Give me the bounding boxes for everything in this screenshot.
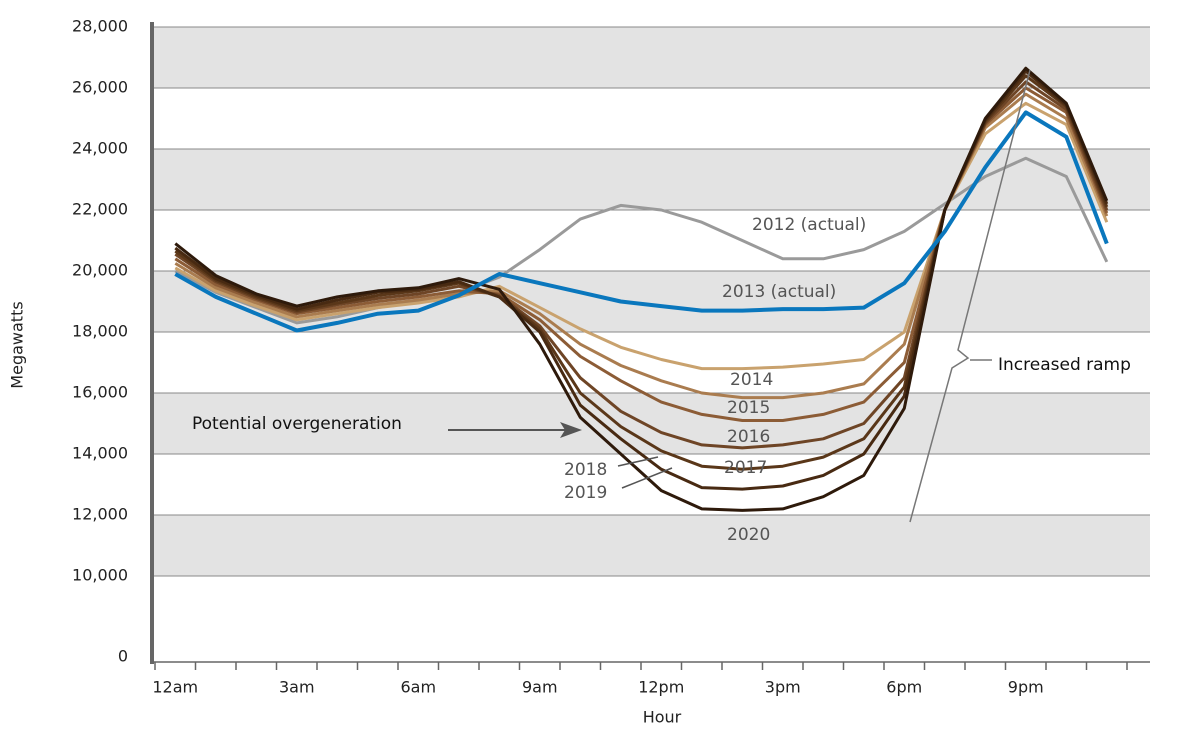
band <box>152 149 1150 210</box>
series-line <box>174 110 1109 333</box>
y-tick-label: 18,000 <box>72 322 128 341</box>
series-label: 2019 <box>564 483 607 503</box>
ramp-bracket <box>909 69 1031 523</box>
band <box>152 27 1150 88</box>
arrow-head <box>560 422 582 438</box>
x-tick-label: 3pm <box>765 678 801 697</box>
x-tick-label: 12am <box>152 678 198 697</box>
y-tick-label: 20,000 <box>72 261 128 280</box>
y-tick-label: 10,000 <box>72 566 128 585</box>
series-label: 2020 <box>727 525 770 545</box>
series-label: 2018 <box>564 460 607 480</box>
y-tick-label: 12,000 <box>72 505 128 524</box>
x-tick-label: 12pm <box>638 678 684 697</box>
series-label: 2014 <box>730 370 773 390</box>
y-tick-label: 0 <box>118 647 128 666</box>
series-label: 2012 (actual) <box>752 215 866 235</box>
series-label: 2017 <box>724 458 767 478</box>
x-tick-label: 6pm <box>886 678 922 697</box>
x-axis-title: Hour <box>643 708 682 727</box>
y-tick-label: 16,000 <box>72 383 128 402</box>
y-tick-label: 14,000 <box>72 444 128 463</box>
y-axis-title: Megawatts <box>8 301 27 388</box>
x-tick-label: 9pm <box>1008 678 1044 697</box>
x-tick-label: 6am <box>400 678 436 697</box>
band <box>152 515 1150 576</box>
y-tick-label: 22,000 <box>72 200 128 219</box>
series-label: 2015 <box>727 398 770 418</box>
x-tick-label: 3am <box>279 678 315 697</box>
annotation: Potential overgeneration <box>192 414 402 434</box>
annotation: Increased ramp <box>998 355 1131 375</box>
series-label: 2013 (actual) <box>722 282 836 302</box>
y-tick-label: 24,000 <box>72 139 128 158</box>
y-tick-label: 26,000 <box>72 78 128 97</box>
series-line <box>174 66 1109 512</box>
x-tick-label: 9am <box>522 678 558 697</box>
pointer <box>621 467 673 489</box>
y-tick-label: 28,000 <box>72 17 128 36</box>
series-line <box>174 86 1109 422</box>
series-label: 2016 <box>727 427 770 447</box>
pointer <box>617 456 659 467</box>
